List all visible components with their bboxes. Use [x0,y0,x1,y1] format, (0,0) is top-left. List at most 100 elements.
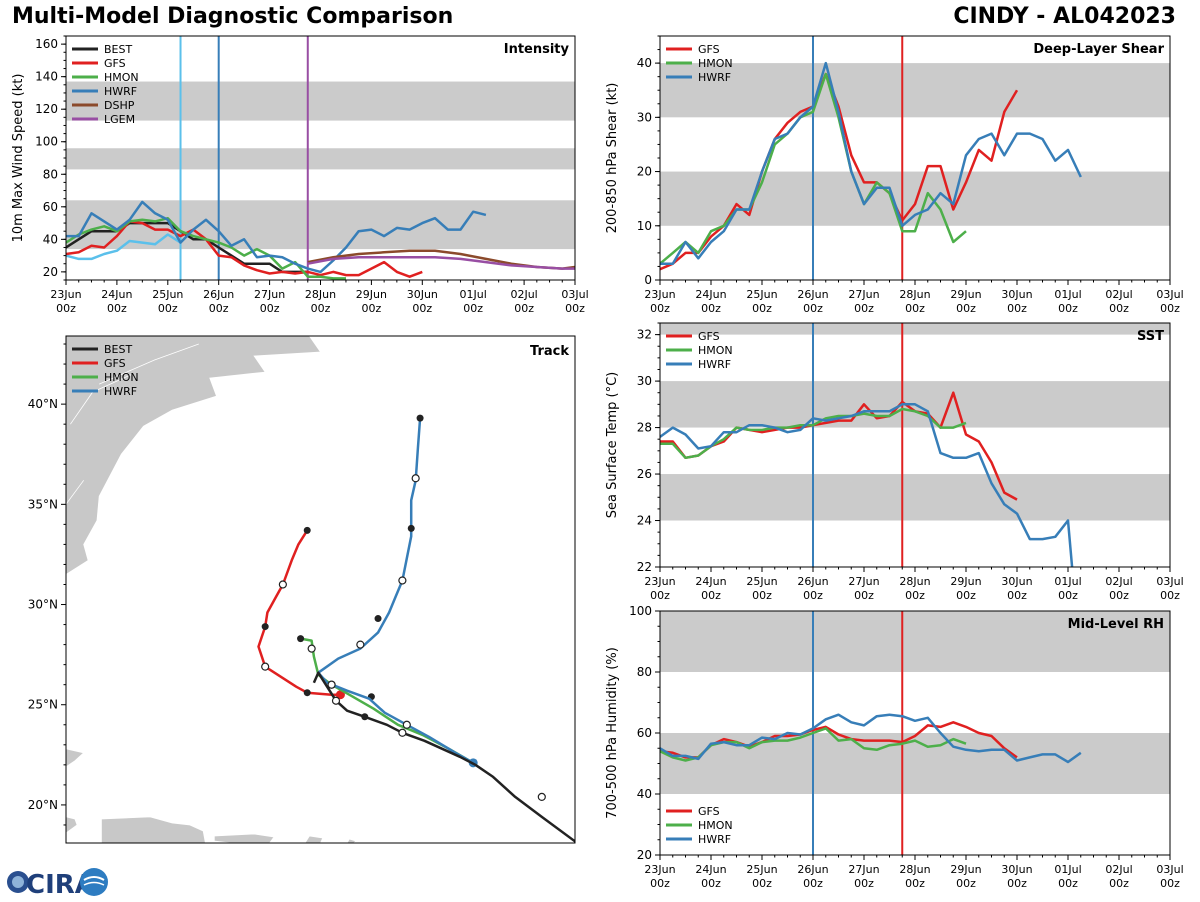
intensity-ytick-label: 40 [43,232,58,246]
sst-xtick-label-hour: 00z [956,589,976,602]
sst-legend-hmon: HMON [698,344,733,357]
sst-legend-gfs: GFS [698,330,720,343]
intensity-ytick-label: 160 [35,37,58,51]
rh-ytick-label: 20 [637,848,652,862]
sst-title: SST [1137,329,1164,344]
track-lat-label: 30°N [28,598,58,612]
shear-xtick-label-hour: 00z [1160,302,1180,315]
sst-xtick-label-hour: 00z [650,589,670,602]
shear-xtick-label-hour: 00z [1007,302,1027,315]
intensity-series-lgem [307,255,575,270]
intensity-xtick-label: 30Jun [407,288,438,301]
track-marker-open [278,580,287,589]
rh-xtick-label: 01Jul [1054,863,1081,876]
sst-xtick-label: 27Jun [848,575,879,588]
intensity-ytick-label: 60 [43,200,58,214]
track-hwrf [317,414,478,768]
rh-band-1 [660,611,1170,672]
track-marker-open [537,792,546,802]
sst-ytick-label: 24 [637,514,652,528]
track-best [312,671,575,843]
intensity-series-ofcl [66,233,182,261]
shear-xtick-label-hour: 00z [752,302,772,315]
rh-xtick-label-hour: 00z [905,877,925,890]
shear-xtick-label-hour: 00z [701,302,721,315]
sst-xtick-label-hour: 00z [854,589,874,602]
sst-series-gfs [660,391,1018,501]
track-legend-hmon: HMON [104,371,139,384]
shear-chart: 01020304023Jun00z24Jun00z25Jun00z26Jun00… [605,35,1184,315]
rh-xtick-label-hour: 00z [1109,877,1129,890]
track-marker-open [398,576,407,585]
rh-ytick-label: 80 [637,665,652,679]
track-marker-open [356,640,365,649]
intensity-xtick-label-hour: 00z [514,302,534,315]
intensity-xtick-label: 24Jun [101,288,132,301]
shear-ytick-label: 40 [637,56,652,70]
shear-series-gfs [660,72,1019,271]
sst-xtick-label-hour: 00z [803,589,823,602]
land-5 [304,835,324,843]
sst-xtick-label-hour: 00z [701,589,721,602]
rh-xtick-label-hour: 00z [854,877,874,890]
rh-ytick-label: 40 [637,787,652,801]
shear-xtick-label-hour: 00z [1109,302,1129,315]
rh-xtick-label-hour: 00z [1160,877,1180,890]
intensity-xtick-label-hour: 00z [158,302,178,315]
sst-ytick-label: 28 [637,421,652,435]
shear-xtick-label-hour: 00z [905,302,925,315]
sst-xtick-label-hour: 00z [1007,589,1027,602]
track-title: Track [530,344,569,359]
shear-xtick-label: 30Jun [1001,288,1032,301]
land-1 [66,748,85,768]
intensity-xtick-label: 03Jul [561,288,588,301]
intensity-xtick-label-hour: 00z [362,302,382,315]
track-lat-label: 20°N [28,798,58,812]
intensity-legend-dshp: DSHP [104,99,135,112]
rh-xtick-label-hour: 00z [803,877,823,890]
track-marker-open [307,644,316,653]
shear-series-hwrf [660,61,1082,265]
track-marker-filled [303,689,311,697]
intensity-series-hmon [66,216,346,280]
sst-xtick-label-hour: 00z [752,589,772,602]
intensity-xtick-label: 25Jun [152,288,183,301]
rh-xtick-label-hour: 00z [956,877,976,890]
sst-xtick-label: 30Jun [1001,575,1032,588]
shear-legend-gfs: GFS [698,43,720,56]
rh-legend-gfs: GFS [698,805,720,818]
rh-xtick-label: 30Jun [1001,863,1032,876]
shear-series-hmon [660,72,967,265]
track-legend-gfs: GFS [104,357,126,370]
track-marker-filled [261,623,269,631]
intensity-chart: 2040608010012014016023Jun00z24Jun00z25Ju… [11,35,589,315]
land-6 [346,838,357,843]
track-marker-open [398,728,407,737]
sst-ylabel: Sea Surface Temp (°C) [605,372,620,519]
intensity-series-gfs [66,220,423,278]
shear-xtick-label: 23Jun [644,288,675,301]
track-marker-filled [303,526,311,534]
intensity-series-hwrf [66,200,487,274]
intensity-xtick-label-hour: 00z [412,302,432,315]
intensity-ytick-label: 20 [43,265,58,279]
rh-legend-hwrf: HWRF [698,833,731,846]
shear-xtick-label: 28Jun [899,288,930,301]
sst-frame [659,322,1171,568]
shear-xtick-label-hour: 00z [956,302,976,315]
shear-band-0 [660,171,1170,226]
intensity-ylabel: 10m Max Wind Speed (kt) [11,74,26,243]
intensity-xtick-label-hour: 00z [107,302,127,315]
track-line-best [312,671,575,843]
track-line-hwrf [317,418,474,764]
track-start-gfs [335,690,345,700]
rh-xtick-label-hour: 00z [701,877,721,890]
shear-xtick-label-hour: 00z [1058,302,1078,315]
sst-xtick-label-hour: 00z [1058,589,1078,602]
sst-xtick-label: 24Jun [695,575,726,588]
track-legend-best: BEST [104,343,132,356]
track-frame [65,335,576,844]
rh-xtick-label: 26Jun [797,863,828,876]
